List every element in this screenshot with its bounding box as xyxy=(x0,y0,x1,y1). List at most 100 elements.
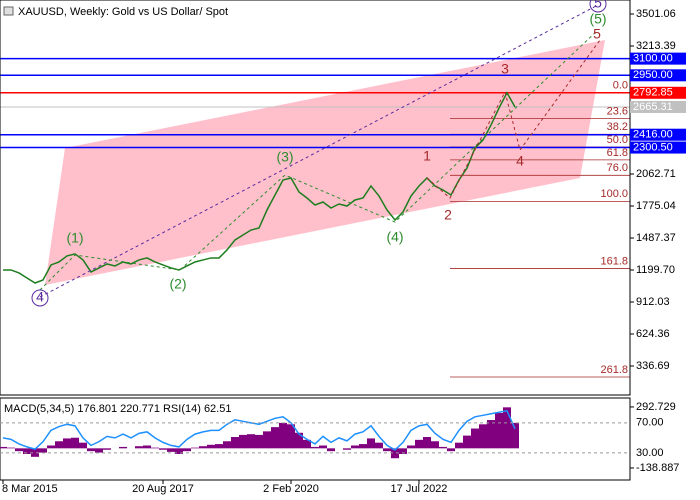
wave-line xyxy=(426,39,601,199)
macd-bar xyxy=(487,420,495,449)
wave-line xyxy=(39,4,599,298)
macd-bar xyxy=(191,447,199,449)
price-line xyxy=(3,91,516,284)
level-label: 2950.00 xyxy=(633,69,673,81)
macd-bar xyxy=(479,424,487,449)
fib-label: 261.8 xyxy=(600,364,628,376)
wave-label: (2) xyxy=(169,276,186,292)
level-box xyxy=(630,86,686,99)
fib-label: 23.6 xyxy=(607,105,628,117)
macd-bar xyxy=(351,445,359,449)
macd-bar xyxy=(23,448,31,454)
macd-bar xyxy=(263,431,271,449)
macd-bar xyxy=(47,445,55,449)
macd-bar xyxy=(167,448,175,452)
macd-bar xyxy=(415,439,423,449)
x-tick-label: 2 Feb 2020 xyxy=(263,483,319,495)
y-tick-label: 336.69 xyxy=(636,360,670,372)
macd-bar xyxy=(311,446,319,449)
macd-bar xyxy=(447,448,455,452)
x-tick-label: 20 Aug 2017 xyxy=(132,483,194,495)
macd-bar xyxy=(255,434,263,449)
fib-label: 76.0 xyxy=(607,162,628,174)
title-icon xyxy=(3,6,14,16)
macd-bar xyxy=(375,442,383,449)
macd-bar xyxy=(343,448,351,450)
level-box xyxy=(630,100,686,113)
macd-bar xyxy=(31,448,39,457)
wave-label: 4 xyxy=(516,153,524,169)
wave-line xyxy=(39,29,599,291)
macd-bar xyxy=(103,448,111,450)
macd-bar xyxy=(135,446,143,449)
level-box xyxy=(630,69,686,82)
macd-bar xyxy=(0,446,7,449)
macd-bar xyxy=(151,447,159,449)
level-box xyxy=(630,141,686,154)
level-label: 2665.31 xyxy=(633,101,673,113)
macd-bar xyxy=(399,448,407,454)
y-tick-label: 3501.06 xyxy=(636,8,676,20)
y-tick-label: 2062.71 xyxy=(636,168,676,180)
y-tick-label: -138.887 xyxy=(636,462,679,474)
wave-label: (1) xyxy=(66,230,83,246)
macd-bar xyxy=(279,422,287,449)
macd-bar xyxy=(303,439,311,449)
macd-bar xyxy=(319,445,327,449)
macd-bar xyxy=(79,442,87,449)
macd-bar xyxy=(143,445,151,449)
fib-label: 0.0 xyxy=(613,80,628,92)
macd-bar xyxy=(423,437,431,449)
y-tick-label: 292.729 xyxy=(636,401,676,413)
macd-bar xyxy=(455,442,463,449)
macd-bar xyxy=(359,444,367,449)
macd-bar xyxy=(63,438,71,449)
macd-bar xyxy=(207,444,215,449)
fib-label: 61.8 xyxy=(607,147,628,159)
wave-label: 1 xyxy=(423,148,431,164)
macd-bar xyxy=(367,438,375,449)
macd-bar xyxy=(183,448,191,452)
macd-bar xyxy=(215,444,223,449)
indicator-title: MACD(5,34,5) 176.801 220.771 RSI(14) 62.… xyxy=(4,403,231,415)
macd-bar xyxy=(55,441,63,449)
macd-bar xyxy=(87,448,95,452)
y-tick-label: 912.03 xyxy=(636,296,670,308)
macd-bar xyxy=(71,437,79,449)
fib-label: 161.8 xyxy=(600,255,628,267)
rsi-line xyxy=(2,409,516,451)
macd-bar xyxy=(287,424,295,449)
fib-label: 100.0 xyxy=(600,188,628,200)
macd-bar xyxy=(407,445,415,449)
macd-bar xyxy=(503,407,511,449)
macd-bar xyxy=(271,427,279,449)
wave-label: (5) xyxy=(589,11,606,27)
wave-label: 4 xyxy=(36,289,44,305)
macd-bar xyxy=(511,422,519,449)
macd-bar xyxy=(391,448,399,459)
macd-bar xyxy=(239,434,247,449)
macd-bar xyxy=(15,448,23,452)
price-channel xyxy=(45,40,605,285)
level-label: 2416.00 xyxy=(633,129,673,141)
y-tick-label: 624.36 xyxy=(636,328,670,340)
macd-bar xyxy=(495,412,503,449)
macd-bar xyxy=(223,441,231,449)
y2-tick-label: 30.00 xyxy=(636,447,664,459)
wave-label: (4) xyxy=(386,229,403,245)
macd-bar xyxy=(295,432,303,449)
x-tick-label: 8 Mar 2015 xyxy=(2,483,58,495)
y2-tick-label: 70.00 xyxy=(636,417,664,429)
macd-bar xyxy=(463,435,471,449)
wave-label: 2 xyxy=(444,207,452,223)
level-box xyxy=(630,52,686,65)
macd-bar xyxy=(175,448,183,454)
macd-bar xyxy=(471,428,479,449)
fib-label: 38.2 xyxy=(607,121,628,133)
wave-label: 3 xyxy=(501,61,509,77)
macd-bar xyxy=(247,434,255,449)
wave-label: 5 xyxy=(594,0,602,11)
x-tick-label: 17 Jul 2022 xyxy=(391,483,448,495)
indicator-border xyxy=(0,397,631,481)
